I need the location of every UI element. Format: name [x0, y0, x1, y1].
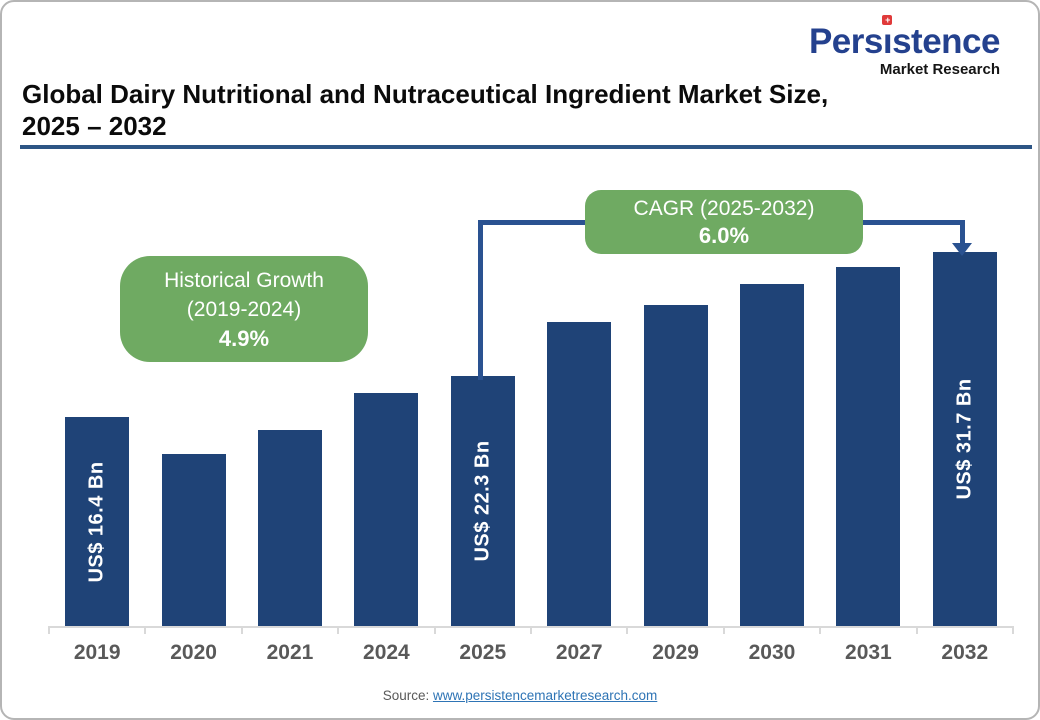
x-axis-label-2027: 2027 — [555, 641, 603, 664]
bar-2031 — [836, 267, 901, 626]
x-axis-tick — [722, 626, 725, 634]
bar-2032: US$ 31.7 Bn — [932, 252, 997, 626]
x-axis-label-2032: 2032 — [941, 641, 989, 664]
bar-2021 — [258, 430, 322, 626]
x-axis-tick — [144, 626, 147, 634]
bar-2025: US$ 22.3 Bn — [450, 376, 515, 626]
x-axis-tick — [433, 626, 436, 634]
bar-2019: US$ 16.4 Bn — [65, 417, 130, 626]
page-title-line1: Global Dairy Nutritional and Nutraceutic… — [22, 79, 829, 109]
logo-subtitle: Market Research — [879, 61, 1000, 78]
x-axis-tick — [337, 626, 340, 634]
connector-arrow-down-icon — [952, 243, 972, 256]
historical-growth-line1: Historical Growth — [164, 268, 324, 292]
cagr-line1: CAGR (2025-2032) — [633, 197, 815, 220]
title-underline — [20, 145, 1032, 149]
x-axis-label-2031: 2031 — [845, 641, 892, 664]
bar-2020 — [161, 454, 226, 626]
x-axis-tick — [530, 626, 532, 634]
logo-brand-suffix: stence — [892, 22, 1000, 61]
bar-value-label-2032: US$ 31.7 Bn — [953, 378, 976, 500]
logo-brand-i: ı + — [882, 15, 893, 61]
x-axis-tick — [48, 626, 50, 634]
x-axis-label-2021: 2021 — [266, 641, 314, 664]
connector-vertical-2025 — [478, 220, 483, 380]
x-axis-tick — [819, 626, 822, 634]
cagr-value: 6.0% — [698, 223, 750, 248]
source-link[interactable]: www.persistencemarketresearch.com — [432, 688, 658, 703]
connector-vertical-2032 — [960, 220, 965, 246]
logo-brand: Persı + stence — [808, 15, 1000, 61]
x-axis-label-2024: 2024 — [363, 641, 410, 664]
historical-growth-line2: (2019-2024) — [186, 297, 302, 321]
source-line: Source: www.persistencemarketresearch.co… — [2, 688, 1038, 703]
historical-growth-value: 4.9% — [218, 325, 270, 351]
cagr-callout: CAGR (2025-2032) 6.0% — [585, 190, 863, 254]
logo: Persı + stence Market Research — [808, 15, 1000, 78]
source-label: Source: — [382, 688, 433, 703]
bar-2024 — [354, 393, 419, 626]
x-axis-label-2029: 2029 — [652, 641, 699, 664]
x-axis-label-2019: 2019 — [73, 641, 121, 664]
x-axis-tick — [240, 626, 243, 634]
page-title-line2: 2025 – 2032 — [22, 111, 167, 141]
page-title: Global Dairy Nutritional and Nutraceutic… — [22, 78, 1012, 142]
bar-2027 — [547, 322, 612, 626]
x-axis-label-2025: 2025 — [459, 641, 507, 664]
x-axis-tick — [915, 626, 918, 634]
logo-dot-icon: + — [882, 15, 893, 25]
bar-value-label-2025: US$ 22.3 Bn — [471, 440, 494, 562]
x-axis-label-2020: 2020 — [170, 641, 217, 664]
bar-value-label-2019: US$ 16.4 Bn — [85, 460, 108, 583]
bar-2029 — [643, 305, 708, 626]
x-axis-tick — [626, 626, 629, 634]
logo-brand-prefix: Pers — [808, 22, 883, 61]
x-axis-label-2030: 2030 — [748, 641, 796, 664]
logo-brand-i-char: ı — [882, 22, 893, 61]
historical-growth-callout: Historical Growth (2019-2024) 4.9% — [120, 256, 368, 362]
bar-2030 — [740, 284, 804, 626]
x-axis-tick — [1012, 626, 1014, 634]
